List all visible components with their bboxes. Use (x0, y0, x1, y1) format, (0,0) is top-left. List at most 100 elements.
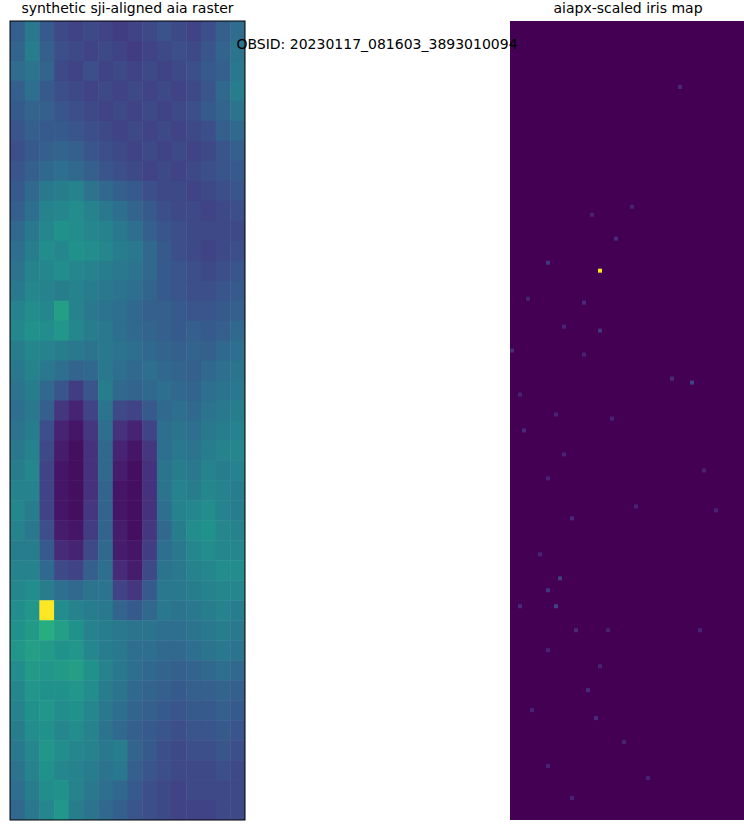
heatmap-cell (230, 121, 245, 141)
heatmap-cell (54, 540, 69, 560)
heatmap-cell (10, 381, 25, 401)
heatmap-cell (201, 520, 216, 540)
heatmap-cell (172, 800, 187, 820)
heatmap-cell (83, 660, 98, 680)
heatmap-cell (698, 628, 702, 632)
heatmap-cell (128, 81, 143, 101)
heatmap-cell (142, 600, 157, 620)
heatmap-cell (128, 660, 143, 680)
heatmap-cell (54, 600, 69, 620)
heatmap-cell (54, 460, 69, 480)
heatmap-cell (186, 740, 201, 760)
heatmap-cell (39, 281, 54, 301)
heatmap-cell (128, 720, 143, 740)
heatmap-cell (25, 421, 40, 441)
heatmap-cell (157, 500, 172, 520)
heatmap-cell (574, 628, 578, 632)
heatmap-cell (54, 101, 69, 121)
heatmap-cell (186, 780, 201, 800)
heatmap-cell (113, 81, 128, 101)
heatmap-cell (128, 181, 143, 201)
heatmap-cell (39, 361, 54, 381)
heatmap-cell (83, 81, 98, 101)
heatmap-cell (10, 800, 25, 820)
heatmap-cell (201, 321, 216, 341)
cells (510, 21, 744, 820)
heatmap-cell (25, 580, 40, 600)
heatmap-cell (172, 301, 187, 321)
heatmap-cell (113, 161, 128, 181)
heatmap-cell (69, 241, 84, 261)
heatmap-cell (113, 201, 128, 221)
heatmap-cell (186, 440, 201, 460)
heatmap-cell (113, 600, 128, 620)
heatmap-cell (142, 361, 157, 381)
heatmap-cell (142, 660, 157, 680)
heatmap-cell (216, 181, 231, 201)
figure-title: OBSID: 20230117_081603_3893010094 (236, 36, 517, 52)
heatmap-cell (25, 341, 40, 361)
heatmap-cell (113, 480, 128, 500)
heatmap-cell (113, 560, 128, 580)
heatmap-cell (582, 301, 586, 305)
heatmap-cell (83, 41, 98, 61)
heatmap-cell (83, 61, 98, 81)
heatmap-cell (98, 141, 113, 161)
heatmap-cell (113, 141, 128, 161)
heatmap-cell (216, 41, 231, 61)
heatmap-cell (172, 560, 187, 580)
heatmap-cell (69, 620, 84, 640)
heatmap-cell (186, 61, 201, 81)
heatmap-cell (25, 141, 40, 161)
heatmap-cell (216, 301, 231, 321)
heatmap-cell (216, 61, 231, 81)
heatmap-cell (157, 740, 172, 760)
heatmap-cell (172, 281, 187, 301)
heatmap-cell (39, 700, 54, 720)
heatmap-cell (113, 241, 128, 261)
heatmap-cell (83, 321, 98, 341)
heatmap-cell (157, 660, 172, 680)
heatmap-cell (10, 201, 25, 221)
heatmap-cell (25, 361, 40, 381)
heatmap-cell (83, 301, 98, 321)
heatmap-cell (98, 580, 113, 600)
heatmap-cell (39, 720, 54, 740)
heatmap-cell (25, 700, 40, 720)
heatmap-cell (142, 800, 157, 820)
heatmap-cell (83, 560, 98, 580)
heatmap-cell (201, 580, 216, 600)
heatmap-cell (186, 520, 201, 540)
heatmap-cell (157, 361, 172, 381)
heatmap-cell (201, 61, 216, 81)
heatmap-cell (25, 800, 40, 820)
heatmap-cell (69, 460, 84, 480)
heatmap-cell (230, 281, 245, 301)
heatmap-cell (83, 580, 98, 600)
heatmap-cell (83, 620, 98, 640)
heatmap-cell (113, 21, 128, 41)
heatmap-cell (598, 269, 602, 273)
heatmap-cell (230, 720, 245, 740)
heatmap-cell (142, 21, 157, 41)
heatmap-cell (25, 660, 40, 680)
heatmap-cell (98, 381, 113, 401)
heatmap-cell (25, 21, 40, 41)
heatmap-cell (230, 660, 245, 680)
heatmap-cell (201, 81, 216, 101)
heatmap-cell (216, 740, 231, 760)
heatmap-cell (128, 161, 143, 181)
heatmap-cell (98, 181, 113, 201)
heatmap-cell (69, 560, 84, 580)
heatmap-cell (216, 640, 231, 660)
heatmap-cell (634, 504, 638, 508)
heatmap-cell (157, 121, 172, 141)
heatmap-cell (201, 500, 216, 520)
heatmap-cell (172, 341, 187, 361)
heatmap-cell (83, 540, 98, 560)
heatmap-cell (98, 341, 113, 361)
heatmap-cell (10, 580, 25, 600)
heatmap-cell (83, 241, 98, 261)
heatmap-cell (230, 221, 245, 241)
heatmap-cell (201, 600, 216, 620)
